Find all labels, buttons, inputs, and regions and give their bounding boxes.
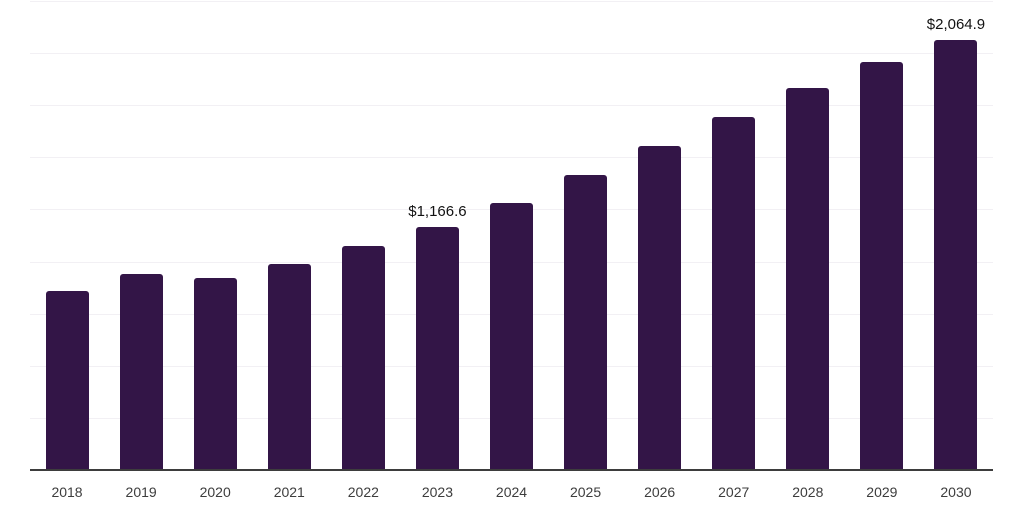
data-label: $1,166.6 — [408, 202, 467, 220]
bar — [490, 203, 533, 470]
gridline — [30, 157, 993, 159]
bar — [119, 274, 163, 470]
data-label: $2,064.9 — [926, 15, 986, 33]
gridline — [30, 53, 993, 55]
bar — [934, 39, 978, 470]
x-tick-label: 2022 — [347, 484, 379, 500]
x-tick-label: 2020 — [199, 484, 231, 500]
x-tick-label: 2030 — [940, 484, 972, 500]
x-tick-label: 2028 — [792, 484, 824, 500]
bar — [564, 175, 608, 470]
bar — [638, 145, 682, 470]
x-tick-label: 2026 — [644, 484, 676, 500]
bar — [860, 61, 904, 470]
x-tick-label: 2019 — [125, 484, 157, 500]
bar — [193, 277, 237, 470]
x-tick-label: 2018 — [51, 484, 83, 500]
bar — [45, 290, 89, 470]
bar — [415, 226, 459, 470]
x-tick-label: 2029 — [866, 484, 898, 500]
bar — [786, 87, 830, 470]
bar — [712, 116, 756, 470]
x-tick-label: 2024 — [495, 484, 528, 500]
bar — [267, 264, 311, 470]
x-tick-label: 2025 — [569, 484, 602, 500]
x-tick-label: 2021 — [273, 484, 305, 500]
x-tick-label: 2027 — [718, 484, 750, 500]
bar — [341, 245, 385, 470]
gridline — [30, 105, 993, 107]
x-axis-line — [30, 469, 993, 471]
gridline — [30, 1, 993, 2]
x-tick-label: 2023 — [421, 484, 453, 500]
